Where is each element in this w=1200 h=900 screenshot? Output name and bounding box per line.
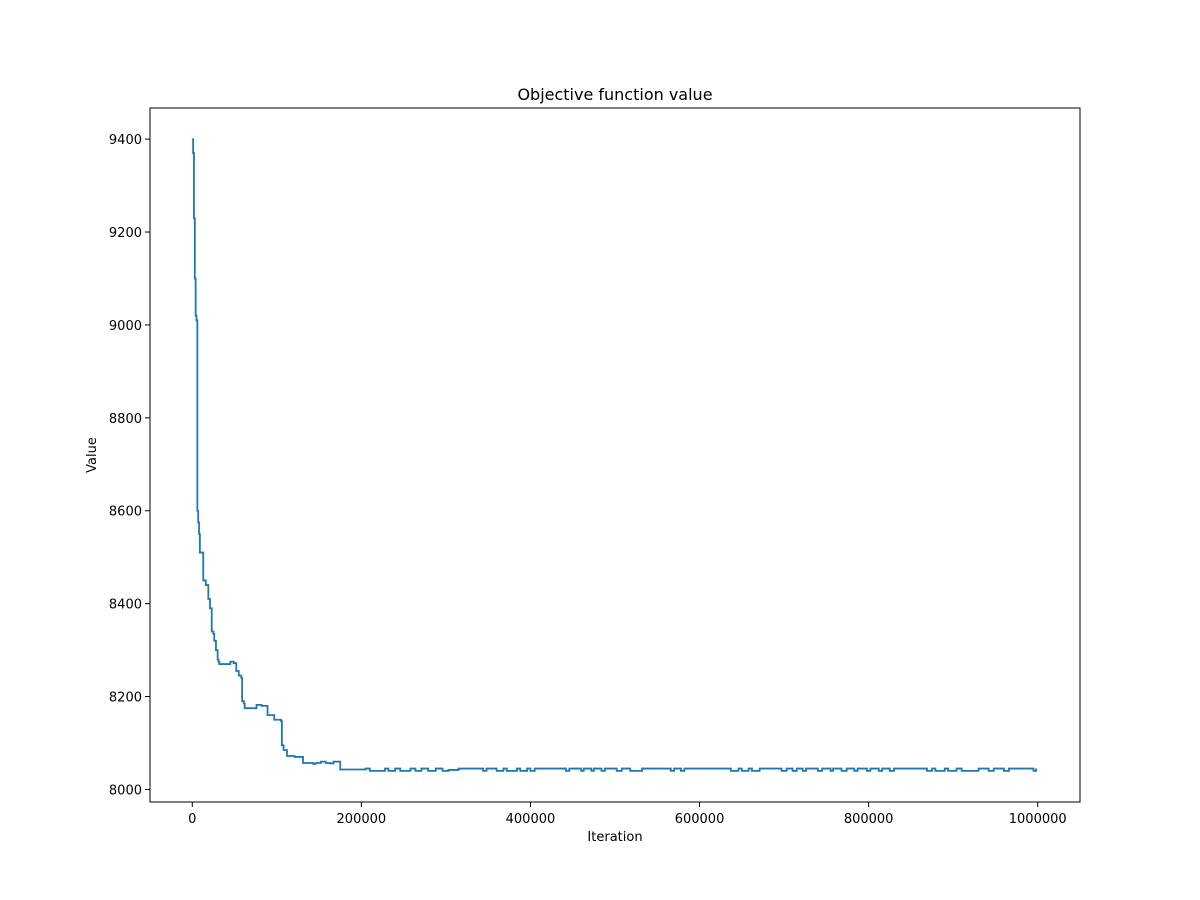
x-tick-label: 800000 [844,812,894,827]
x-tick-label: 600000 [675,812,725,827]
plot-frame [149,107,1081,803]
y-tick-label: 8600 [109,505,142,520]
y-tick-label: 9400 [109,133,142,148]
y-tick-label: 8000 [109,783,142,798]
y-tick-label: 9200 [109,226,142,241]
x-tick-label: 400000 [506,812,556,827]
objective-value-line [192,138,1037,772]
x-tick-label: 1000000 [1009,812,1067,827]
chart-title: Objective function value [517,85,712,104]
y-tick-label: 8400 [109,598,142,613]
x-tick-label: 0 [188,812,196,827]
x-tick-label: 200000 [337,812,387,827]
x-axis-ticks: 0 200000 400000 600000 800000 1000000 [188,802,1067,827]
x-axis-label: Iteration [587,830,642,845]
y-tick-label: 9000 [109,319,142,334]
y-tick-label: 8800 [109,412,142,427]
y-axis-label: Value [85,437,100,473]
y-tick-label: 8200 [109,691,142,706]
y-axis-ticks: 8000 8200 8400 8600 8800 9000 9200 9400 [109,133,150,798]
